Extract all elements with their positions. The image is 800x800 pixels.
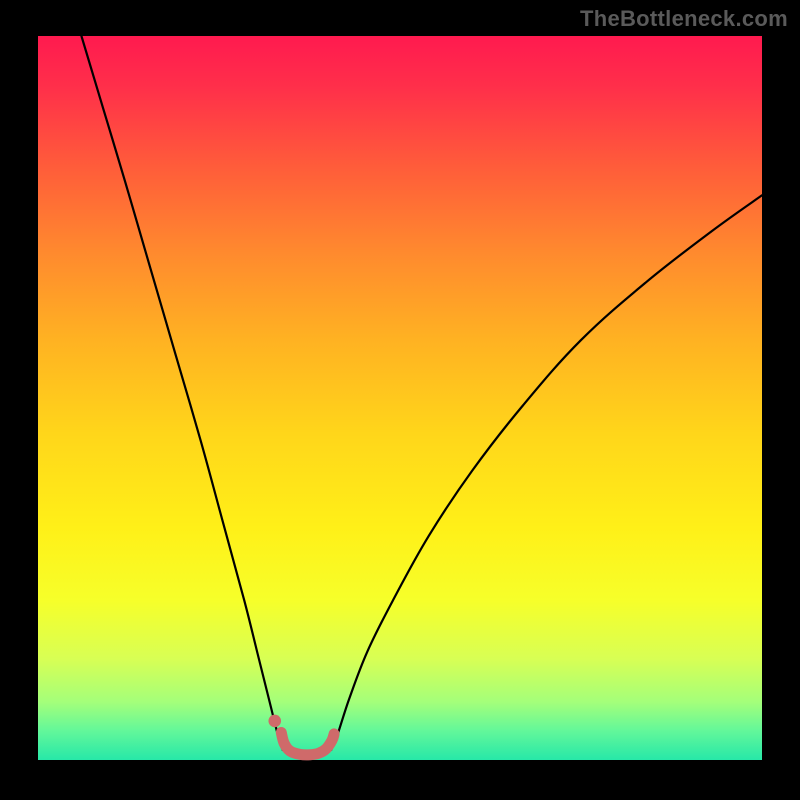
optimal-range-dot: [268, 715, 281, 728]
bottleneck-chart-svg: [0, 0, 800, 800]
chart-canvas: TheBottleneck.com: [0, 0, 800, 800]
plot-background: [38, 36, 762, 760]
watermark-text: TheBottleneck.com: [580, 6, 788, 32]
